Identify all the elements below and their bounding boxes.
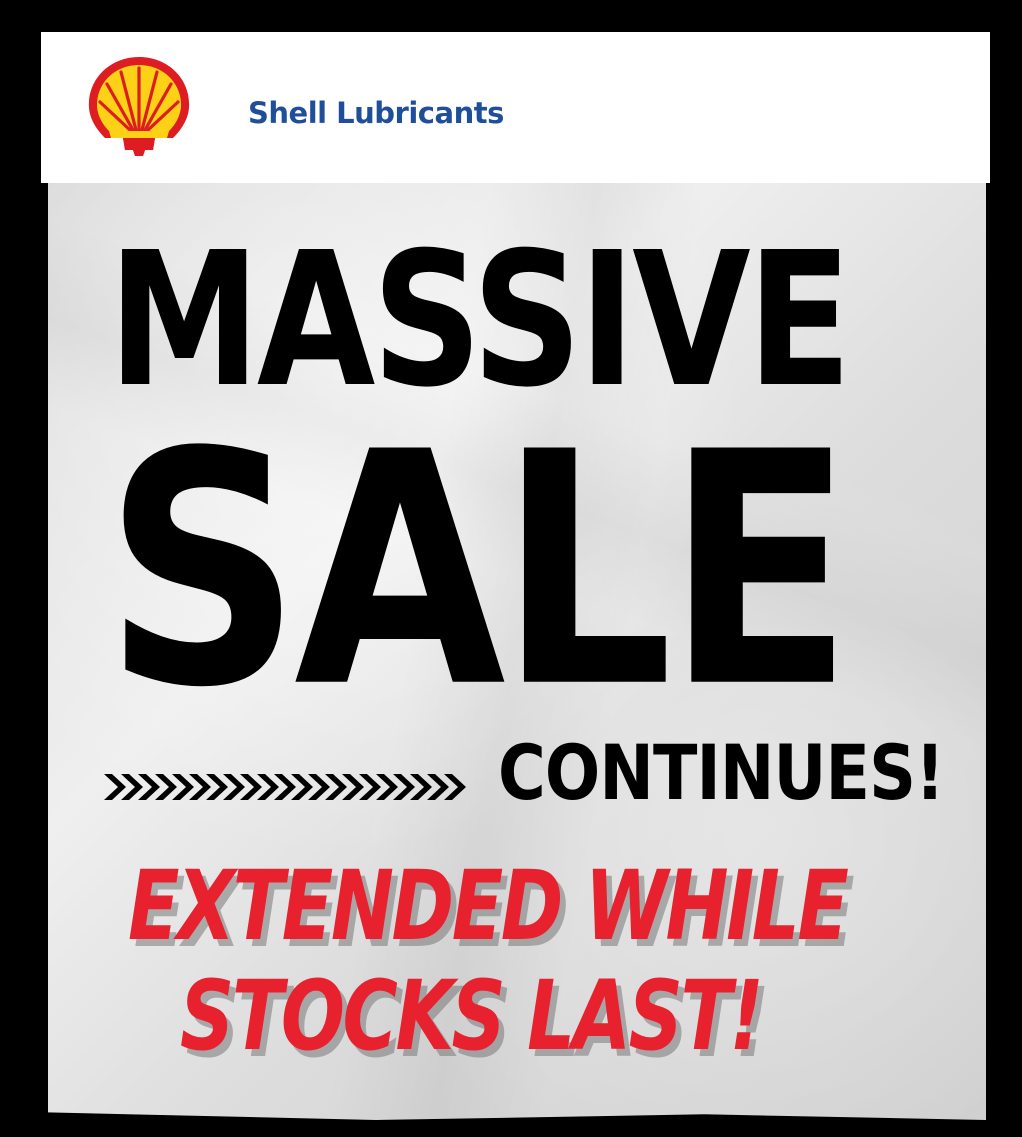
brand-header: Shell Lubricants bbox=[41, 32, 990, 183]
shell-logo-icon bbox=[88, 57, 190, 156]
brand-name: Shell Lubricants bbox=[248, 96, 504, 130]
headline-continues: CONTINUES! bbox=[498, 729, 945, 818]
headline-massive: MASSIVE bbox=[108, 212, 852, 428]
headline-sale: SALE bbox=[104, 383, 853, 758]
paper-background bbox=[48, 168, 986, 1120]
tagline-line-2: STOCKS LAST! bbox=[180, 959, 764, 1072]
tagline-line-1: EXTENDED WHILE bbox=[128, 849, 849, 962]
chevron-arrows-icon bbox=[104, 774, 466, 800]
